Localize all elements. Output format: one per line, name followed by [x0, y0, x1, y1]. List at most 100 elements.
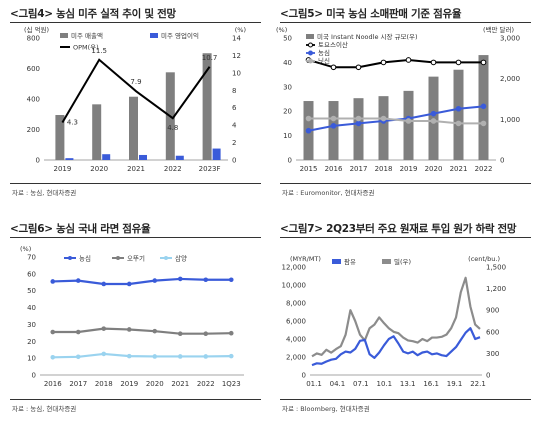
line-point: [177, 276, 183, 282]
y-tick-label-left: 20: [27, 338, 36, 346]
bar-americas-operating-profit: [65, 158, 74, 160]
line-point: [355, 64, 362, 71]
line-point: [50, 329, 56, 335]
panel-raw-material-cost: <그림7> 2Q23부터 주요 원재료 투입 원가 하락 전망 0 2,000 4,…: [270, 215, 539, 429]
y-tick-label-left: 8,000: [286, 300, 306, 308]
panel-title: <그림7> 2Q23부터 주요 원재료 투입 원가 하락 전망: [280, 223, 517, 235]
legend-swatch: [332, 259, 341, 264]
y-tick-label-right: 0: [500, 157, 504, 165]
y-tick-label-right: 2,000: [500, 75, 520, 83]
data-label-opm: 4.3: [67, 119, 78, 127]
panel-domestic-ramen-share: <그림6> 농심 국내 라면 점유율 0 10 20 30 40 50 60 70 (%) 201…: [0, 215, 269, 429]
x-tick-label: 10.1: [376, 380, 392, 388]
x-tick-label: 2019: [53, 165, 71, 173]
line-point: [75, 354, 81, 360]
y-tick-label-right: 0: [232, 157, 236, 165]
line-point: [430, 118, 437, 124]
bar-americas-operating-profit: [175, 155, 184, 160]
line-point: [101, 351, 107, 357]
legend-label: 농심: [79, 254, 91, 263]
line-point: [75, 329, 81, 335]
line-point: [455, 120, 462, 127]
panel-title: <그림4> 농심 미주 실적 추이 및 전망: [10, 8, 176, 20]
source-note: 자료 : 농심, 현대차증권: [12, 189, 77, 197]
x-tick-label: 2016: [325, 165, 343, 173]
bar-americas-sales: [129, 96, 138, 160]
line-point: [152, 278, 158, 283]
line-point: [330, 64, 337, 71]
bar-americas-sales: [55, 115, 65, 160]
x-tick-label: 2020: [90, 165, 108, 173]
y-tick-label-left: 2,000: [286, 354, 306, 362]
line-commodity: [311, 327, 481, 367]
title-rule: [10, 22, 261, 23]
y-tick-label-left: 20: [283, 108, 292, 116]
line-point: [480, 120, 487, 127]
line-point: [126, 327, 132, 332]
y-tick-label-left: 12,000: [282, 264, 307, 272]
line-point: [177, 331, 183, 336]
line-point: [228, 330, 234, 336]
line-point: [152, 354, 158, 359]
y-tick-label-left: 40: [283, 59, 292, 67]
x-tick-label: 2023F: [199, 165, 221, 173]
line-point: [203, 354, 209, 359]
bar-americas-operating-profit: [139, 154, 147, 160]
line-point: [126, 353, 132, 359]
y-tick-label-right: 3,000: [500, 35, 520, 43]
y-tick-label-left: 4,000: [286, 336, 306, 344]
x-tick-label: 2018: [95, 380, 113, 388]
x-tick-label: 2021: [171, 380, 189, 388]
y-tick-label-right: 1,000: [500, 116, 520, 124]
legend-label: 농심: [318, 48, 330, 57]
legend-label: 팜유: [344, 257, 356, 266]
y-tick-label-left: 40: [27, 304, 36, 312]
y-tick-label-left: 70: [27, 254, 36, 262]
y-axis-unit-left: (MYR/MT): [290, 255, 321, 263]
title-rule: [10, 237, 261, 238]
title-rule: [280, 237, 531, 238]
y-tick-label-left: 200: [27, 126, 40, 134]
y-tick-label-right: 0: [486, 372, 490, 380]
x-tick-label: 16.1: [423, 380, 439, 388]
line-point: [305, 127, 312, 134]
line-point: [152, 328, 158, 334]
line-point: [305, 115, 312, 122]
legend-label: 오뚜기: [127, 254, 145, 263]
line-share: [52, 327, 232, 335]
line-point: [480, 59, 487, 66]
y-tick-label-right: 1,200: [486, 285, 506, 293]
bar-us-market-size: [328, 101, 339, 160]
legend-swatch: [60, 33, 68, 38]
line-point: [75, 278, 81, 283]
line-point: [355, 115, 362, 122]
line-point: [50, 355, 56, 360]
x-tick-label: 2015: [300, 165, 318, 173]
legend-swatch: [308, 50, 313, 56]
y-axis-unit-left: (십 억원): [24, 25, 49, 34]
line-point: [203, 331, 209, 336]
source-rule: [280, 399, 531, 400]
panel-title: <그림5> 미국 농심 소매판매 기준 점유율: [280, 8, 462, 20]
legend-swatch: [308, 42, 313, 48]
y-axis-unit-left: (%): [20, 245, 31, 253]
line-point: [228, 353, 234, 359]
y-tick-label-left: 10: [27, 355, 36, 363]
line-point: [126, 281, 132, 287]
line-opm: [61, 58, 211, 124]
y-tick-label-right: 8: [232, 87, 236, 95]
y-tick-label-right: 4: [232, 122, 237, 130]
title-rule: [280, 22, 531, 23]
legend-swatch: [382, 259, 391, 264]
bar-americas-operating-profit: [212, 148, 221, 160]
line-point: [480, 103, 487, 110]
chart-us-retail-share: 0 10 20 30 40 50 0 1,000 2,000 3,000 (%) (백만 달러) 201…: [276, 25, 520, 173]
y-axis-unit-right: (cent/bu.): [468, 255, 500, 263]
y-tick-label-left: 800: [27, 35, 40, 43]
line-share: [308, 58, 484, 69]
x-tick-label: 2017: [350, 165, 368, 173]
legend-label: 삼양: [175, 254, 187, 263]
x-tick-label: 01.1: [306, 380, 322, 388]
source-rule: [10, 399, 261, 400]
y-tick-label-left: 600: [27, 65, 40, 73]
